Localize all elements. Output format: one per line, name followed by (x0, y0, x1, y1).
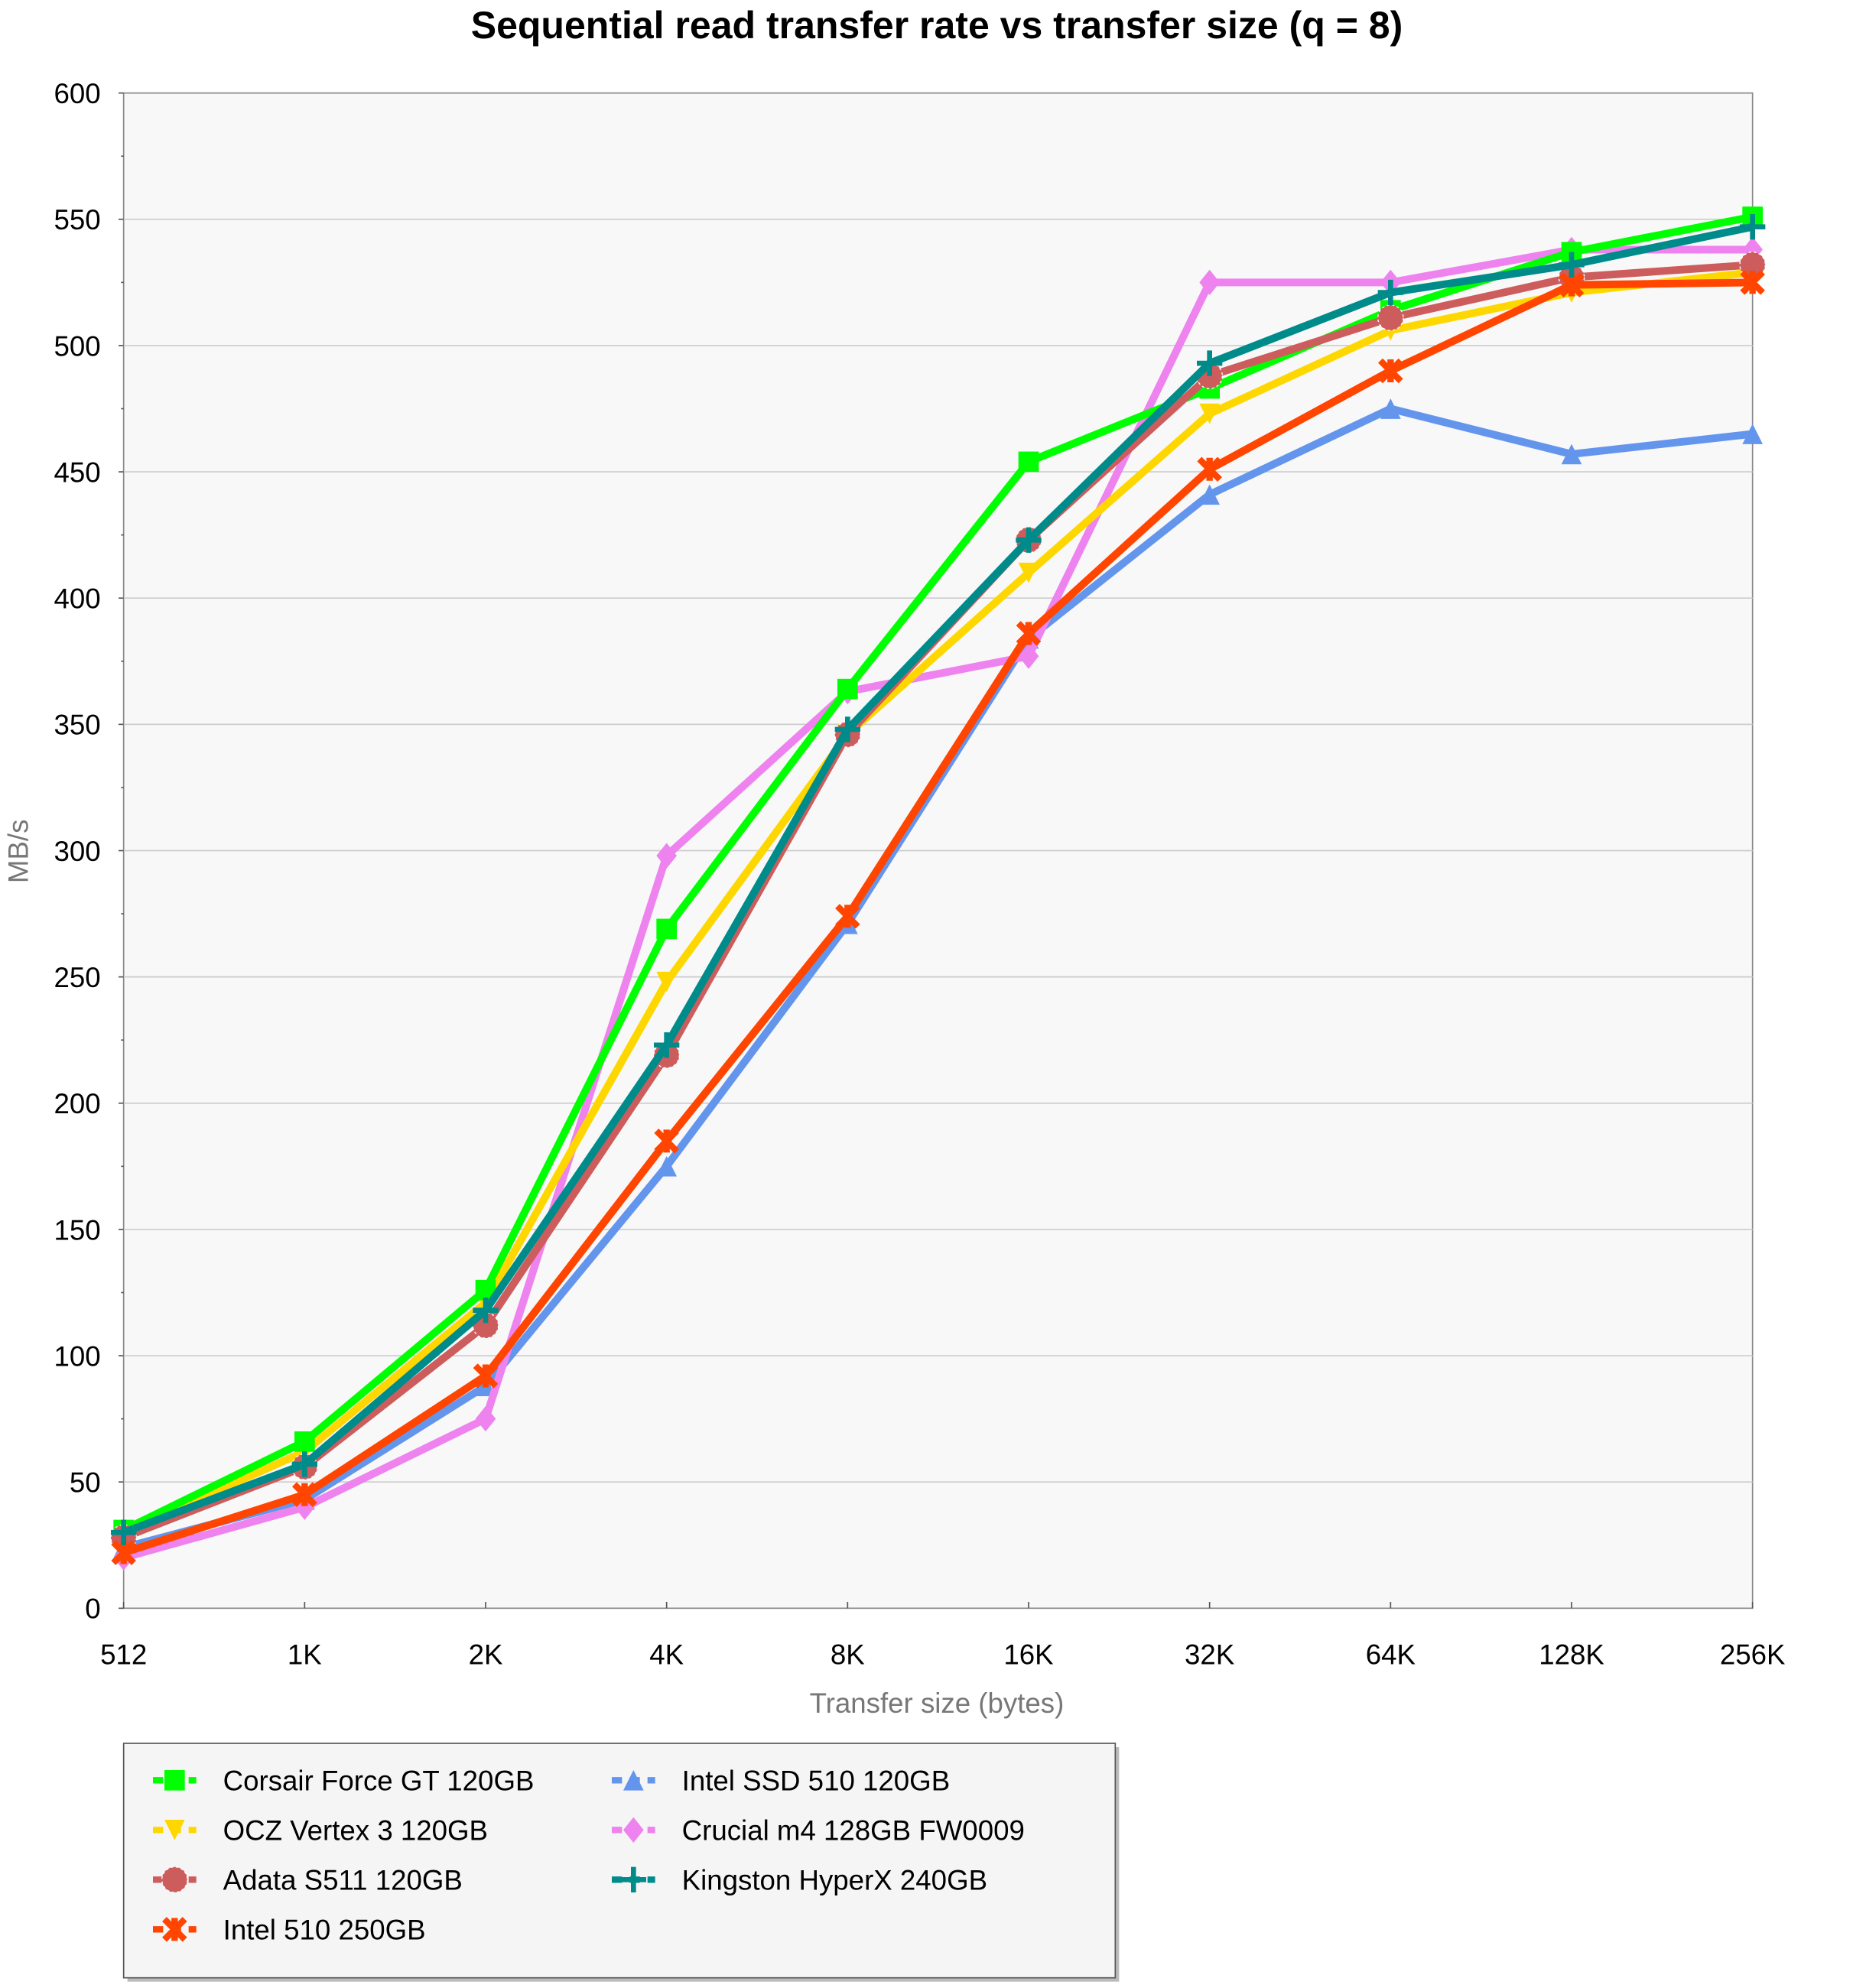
y-tick-label: 500 (54, 330, 100, 362)
series-line (122, 268, 1754, 1536)
data-point (835, 904, 860, 929)
legend-marker (161, 1866, 188, 1893)
legend-label: Intel 510 250GB (223, 1915, 426, 1946)
data-point (656, 1156, 677, 1177)
data-point (111, 1519, 137, 1545)
series-intel-510-250gb (111, 270, 1765, 1565)
data-point (656, 918, 677, 940)
series-line (122, 223, 1754, 1536)
x-axis-label: Transfer size (bytes) (810, 1688, 1065, 1719)
y-tick-label: 450 (54, 456, 100, 488)
x-tick-label: 64K (1366, 1639, 1416, 1671)
y-tick-label: 50 (70, 1467, 101, 1499)
data-point (1740, 270, 1765, 295)
data-point (1197, 350, 1223, 376)
legend-label: Kingston HyperX 240GB (682, 1865, 987, 1896)
x-tick-label: 4K (649, 1639, 684, 1671)
legend-entries: Corsair Force GT 120GB OCZ Vertex 3 120GB… (153, 1765, 1025, 1946)
data-point (1199, 484, 1220, 505)
x-tick-label: 1K (288, 1639, 322, 1671)
y-axis-ticks: 0 50 100 150 200 250 300 350 400 450 500 550 600 (54, 78, 124, 1625)
series-line (122, 245, 1753, 1562)
legend-marker (620, 1866, 646, 1892)
x-tick-label: 128K (1539, 1639, 1604, 1671)
legend-label: Corsair Force GT 120GB (223, 1765, 535, 1797)
data-point (1197, 456, 1222, 482)
data-point (291, 1451, 317, 1477)
data-point (1378, 358, 1403, 384)
y-tick-label: 300 (54, 836, 100, 867)
y-tick-label: 350 (54, 710, 100, 741)
data-point (473, 1297, 499, 1324)
legend-label: Crucial m4 128GB FW0009 (682, 1815, 1025, 1847)
data-point (656, 843, 677, 869)
data-point (475, 1405, 496, 1432)
series-kingston-hyperx-240gb (111, 214, 1766, 1545)
data-point (1199, 403, 1220, 424)
legend-item: Corsair Force GT 120GB (153, 1765, 534, 1797)
legend-marker (164, 1820, 185, 1840)
chart-title: Sequential read transfer rate vs transfe… (471, 4, 1403, 47)
legend-marker (623, 1770, 644, 1791)
data-point (656, 971, 677, 992)
y-tick-label: 550 (54, 204, 100, 236)
data-point (473, 1363, 499, 1389)
legend-marker (162, 1917, 187, 1942)
data-point (1018, 451, 1039, 473)
x-tick-label: 256K (1720, 1639, 1786, 1671)
x-tick-label: 2K (469, 1639, 503, 1671)
data-point (1742, 424, 1763, 444)
y-axis-label: MB/s (3, 820, 34, 883)
legend-label: Adata S511 120GB (223, 1865, 463, 1896)
data-point (654, 1129, 679, 1154)
x-axis-ticks: 512 1K 2K 4K 8K 16K 32K 64K 128K 256K (100, 1602, 1786, 1671)
legend-label: Intel SSD 510 120GB (682, 1765, 950, 1797)
data-point (1016, 621, 1042, 646)
legend-item: Intel 510 250GB (153, 1915, 426, 1946)
series-line (122, 278, 1753, 1557)
data-point (294, 1431, 315, 1452)
legend-item: Adata S511 120GB (153, 1865, 463, 1896)
y-tick-label: 200 (54, 1088, 100, 1119)
data-point (834, 716, 860, 742)
x-tick-label: 16K (1003, 1639, 1054, 1671)
data-point (654, 1032, 680, 1058)
data-point (1380, 398, 1401, 419)
data-point (1016, 527, 1042, 553)
legend-marker (164, 1770, 185, 1791)
y-tick-label: 600 (54, 78, 100, 109)
data-point (1377, 304, 1404, 331)
y-tick-label: 400 (54, 583, 100, 615)
legend-label: OCZ Vertex 3 120GB (223, 1815, 488, 1847)
data-point (1561, 443, 1582, 465)
data-point (837, 678, 858, 700)
data-point (1559, 252, 1585, 278)
series-group (110, 206, 1767, 1571)
legend-item: Kingston HyperX 240GB (612, 1865, 987, 1896)
y-tick-label: 100 (54, 1340, 100, 1372)
x-tick-label: 32K (1185, 1639, 1235, 1671)
data-point (1377, 279, 1403, 306)
legend-item: OCZ Vertex 3 120GB (153, 1815, 488, 1847)
data-point (1740, 214, 1766, 240)
y-tick-label: 0 (85, 1593, 100, 1625)
y-tick-label: 150 (54, 1214, 100, 1246)
legend-marker (623, 1817, 644, 1843)
y-tick-label: 250 (54, 962, 100, 993)
gridlines (123, 218, 1753, 1483)
data-point (1199, 269, 1220, 296)
legend-item: Intel SSD 510 120GB (612, 1765, 950, 1797)
data-point (1018, 562, 1039, 583)
legend-item: Crucial m4 128GB FW0009 (612, 1815, 1025, 1847)
data-point (292, 1482, 317, 1507)
x-tick-label: 8K (831, 1639, 865, 1671)
x-tick-label: 512 (100, 1639, 147, 1671)
data-point (1739, 251, 1767, 278)
